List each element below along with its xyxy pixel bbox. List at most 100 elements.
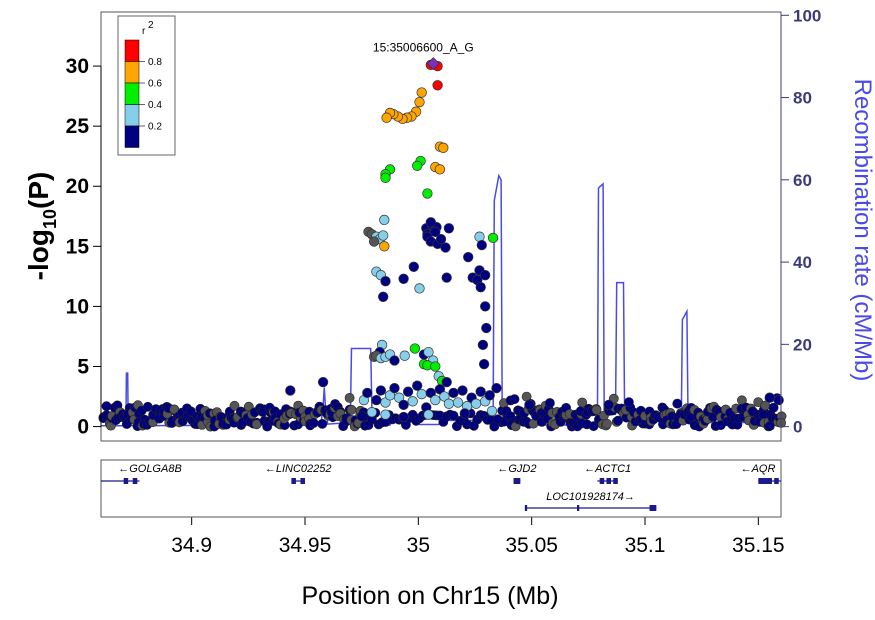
y-tick-label: 30 [66, 55, 89, 78]
y2-tick-label: 100 [793, 6, 821, 25]
y-axis-right: 0 20 40 60 80 100 [780, 6, 821, 437]
y-tick-label: 5 [77, 355, 89, 378]
gene-label: ←AQR [741, 463, 776, 475]
snp-point [381, 112, 392, 123]
snp-point-background [346, 404, 357, 415]
gene-exon [123, 478, 129, 484]
y-tick-label: 15 [66, 235, 90, 258]
snp-point [378, 230, 389, 241]
snp-point-background [262, 421, 273, 432]
y-axis-label-main: -log [23, 229, 54, 280]
snp-point [475, 282, 486, 293]
snp-point [399, 350, 410, 361]
gene-exon [524, 505, 528, 511]
snp-point [371, 394, 382, 406]
snp-point [476, 239, 487, 251]
snp-point [459, 408, 470, 419]
snp-point-background [768, 402, 779, 413]
y-tick-label: 0 [77, 416, 89, 439]
x-tick-label: 35 [407, 534, 430, 557]
legend-swatch [124, 82, 140, 105]
snp-point [430, 361, 441, 372]
snp-point [474, 231, 485, 242]
y-axis-label-sub: 10 [40, 209, 60, 229]
snp-point [375, 385, 387, 396]
snp-point-background [101, 401, 112, 412]
legend-title: r [142, 26, 146, 37]
snp-point [487, 232, 499, 244]
snp-point-background [602, 418, 612, 429]
snp-point-background [613, 415, 623, 426]
snp-point [486, 405, 498, 417]
snp-point [407, 396, 418, 407]
snp-point [440, 242, 451, 253]
y-axis-label: -log10(P) [23, 172, 60, 281]
snp-point [414, 96, 425, 108]
snp-point [409, 343, 421, 354]
snp-point [380, 276, 391, 287]
snp-point [438, 142, 449, 153]
snp-point [441, 376, 452, 388]
gene-panel [100, 459, 782, 518]
snp-point [317, 376, 329, 388]
x-tick-label: 35.15 [732, 534, 785, 557]
snp-point [452, 397, 464, 408]
legend-title-sup: 2 [148, 20, 154, 31]
gene-exon [291, 478, 296, 484]
snp-point [773, 394, 784, 406]
y-tick-label: 20 [66, 175, 89, 198]
legend-label: 0.2 [148, 122, 162, 133]
snp-point [430, 394, 441, 406]
y2-tick-label: 40 [793, 253, 812, 272]
legend-label: 0.6 [148, 79, 162, 90]
gene-exon [300, 478, 305, 484]
snp-point-background [142, 401, 153, 412]
snp-point [412, 380, 423, 391]
snp-point-background [344, 392, 355, 403]
gene-label: ←GJD2 [497, 463, 536, 475]
snp-point-background [308, 418, 319, 428]
snp-point-background [672, 398, 683, 409]
x-axis: 34.9 34.95 35 35.05 35.1 35.15 [171, 516, 785, 557]
snp-point [430, 226, 441, 238]
snp-point-background [492, 414, 503, 425]
y2-tick-label: 20 [793, 335, 812, 354]
snp-point [484, 390, 495, 401]
snp-point [379, 214, 390, 226]
snp-point [470, 398, 482, 409]
snp-point [422, 188, 433, 199]
snp-point [491, 382, 502, 394]
r2-legend: r2 0.8 0.6 0.4 0.2 [117, 15, 176, 156]
gene-label: LOC101928174→ [546, 491, 635, 503]
snp-point [398, 273, 409, 284]
snp-point [457, 385, 468, 396]
gene-exon [774, 478, 779, 484]
y2-tick-label: 80 [793, 89, 812, 108]
gene-label: ←GOLGA8B [118, 463, 182, 475]
snp-point [366, 407, 378, 418]
gene-exon [649, 505, 657, 511]
snp-point [603, 399, 614, 411]
gene-exon [599, 478, 605, 484]
gene-exon [577, 505, 580, 511]
snp-point [412, 160, 423, 171]
snp-point [378, 291, 389, 302]
snp-point [434, 164, 446, 175]
snp-point-background [356, 411, 367, 422]
snp-point [362, 387, 373, 399]
y2-tick-label: 60 [793, 171, 812, 190]
snp-point [764, 392, 775, 403]
snp-point-background [591, 404, 602, 415]
snp-point [443, 398, 455, 409]
y-tick-label: 10 [66, 295, 89, 318]
gene-track: ←GOLGA8B ←LINC02252 ←GJD2 ←ACTC1 ←AQR LOC1019… [101, 463, 781, 511]
snp-point [423, 409, 434, 420]
lead-snp-label: 15:35006600_A_G [373, 41, 474, 55]
snp-point [441, 272, 452, 283]
snp-point [423, 346, 434, 358]
x-tick-label: 34.95 [279, 534, 332, 557]
y2-axis-label: Recombination rate (cM/Mb) [849, 79, 875, 382]
y-axis-left: 0 5 10 15 20 25 30 [66, 55, 102, 439]
gene-label: ←ACTC1 [584, 463, 631, 475]
